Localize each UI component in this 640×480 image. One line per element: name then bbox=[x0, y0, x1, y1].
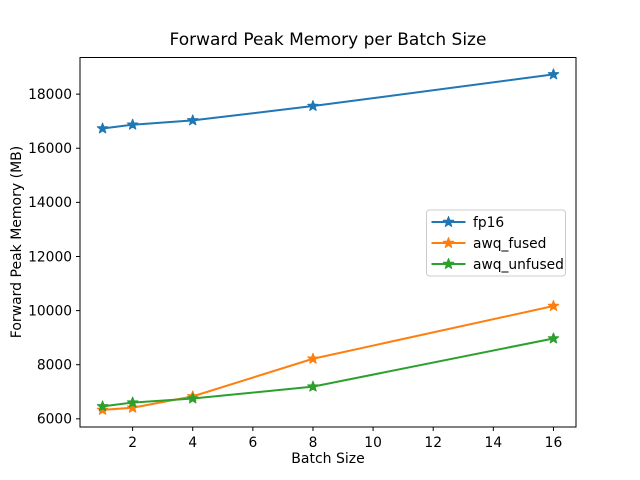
series-marker-awq_unfused bbox=[126, 396, 139, 408]
legend-marker-fp16 bbox=[442, 216, 455, 227]
series-marker-fp16 bbox=[96, 122, 109, 134]
legend-box bbox=[426, 209, 566, 277]
x-axis-label: Batch Size bbox=[291, 451, 365, 467]
y-tick-label: 14000 bbox=[28, 195, 72, 211]
legend-label-fp16: fp16 bbox=[473, 215, 504, 231]
series-marker-fp16 bbox=[126, 118, 139, 130]
series-marker-fp16 bbox=[187, 114, 199, 126]
x-tick-label: 16 bbox=[545, 435, 563, 451]
series-marker-awq_fused bbox=[126, 401, 139, 413]
series-line-awq_fused bbox=[102, 305, 554, 411]
series-marker-awq_fused bbox=[307, 352, 319, 364]
legend-marker-awq_unfused bbox=[442, 258, 455, 269]
series-marker-awq_fused bbox=[96, 403, 109, 415]
y-tick-label: 16000 bbox=[28, 141, 72, 157]
plot-border bbox=[79, 57, 577, 428]
y-tick-label: 10000 bbox=[28, 303, 72, 319]
legend-marker-awq_fused bbox=[442, 237, 455, 248]
chart-title: Forward Peak Memory per Batch Size bbox=[169, 30, 487, 50]
x-tick-label: 4 bbox=[188, 435, 197, 451]
series-marker-awq_unfused bbox=[307, 380, 319, 392]
series-marker-fp16 bbox=[547, 68, 560, 80]
series-marker-awq_unfused bbox=[187, 392, 199, 404]
x-tick-label: 8 bbox=[309, 435, 318, 451]
x-tick-label: 2 bbox=[128, 435, 137, 451]
y-tick-label: 12000 bbox=[28, 249, 72, 265]
series-marker-awq_unfused bbox=[547, 332, 560, 344]
series-marker-fp16 bbox=[307, 100, 319, 111]
y-tick-label: 18000 bbox=[28, 87, 72, 103]
y-tick-label: 6000 bbox=[37, 412, 72, 428]
x-tick-label: 14 bbox=[485, 435, 503, 451]
series-line-fp16 bbox=[102, 73, 554, 130]
x-tick-label: 6 bbox=[248, 435, 257, 451]
legend-label-awq_unfused: awq_unfused bbox=[473, 257, 564, 273]
legend-label-awq_fused: awq_fused bbox=[473, 236, 546, 252]
series-marker-awq_fused bbox=[547, 300, 560, 311]
series-line-awq_unfused bbox=[102, 337, 554, 408]
series-marker-awq_unfused bbox=[96, 400, 109, 412]
y-axis-label: Forward Peak Memory (MB) bbox=[9, 145, 25, 339]
y-tick-label: 8000 bbox=[37, 358, 72, 374]
x-tick-label: 12 bbox=[424, 435, 442, 451]
x-tick-label: 10 bbox=[364, 435, 382, 451]
